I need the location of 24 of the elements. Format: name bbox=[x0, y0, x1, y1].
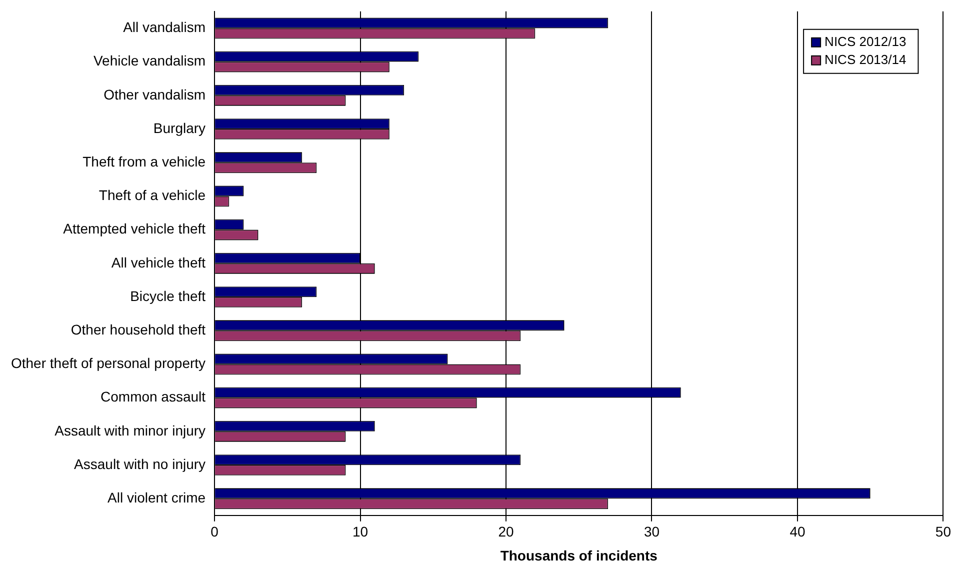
x-tick-label: 30 bbox=[644, 524, 660, 540]
y-tick-label: Other vandalism bbox=[104, 86, 206, 102]
y-tick-label: Attempted vehicle theft bbox=[63, 220, 206, 237]
legend-label: NICS 2013/14 bbox=[824, 52, 906, 67]
y-tick-label: Bicycle theft bbox=[130, 288, 206, 304]
y-tick-label: Theft of a vehicle bbox=[98, 187, 206, 204]
x-tick-label: 10 bbox=[352, 524, 368, 540]
legend-label: NICS 2012/13 bbox=[824, 34, 906, 49]
x-tick-label: 0 bbox=[210, 524, 219, 540]
y-tick-label: Other theft of personal property bbox=[10, 355, 206, 372]
y-tick-label: Assault with minor injury bbox=[54, 422, 206, 438]
y-tick-label: All vehicle theft bbox=[111, 254, 206, 270]
y-tick-label: Other household theft bbox=[70, 321, 206, 338]
x-tick-label: 50 bbox=[935, 524, 952, 540]
y-tick-label: Theft from a vehicle bbox=[82, 153, 206, 170]
y-tick-label: All violent crime bbox=[108, 489, 206, 506]
y-tick-label: Assault with no injury bbox=[74, 456, 206, 472]
y-tick-label: Vehicle vandalism bbox=[93, 52, 206, 69]
y-tick-label: Common assault bbox=[100, 388, 206, 405]
x-axis-title: Thousands of incidents bbox=[500, 547, 658, 564]
x-tick-label: 20 bbox=[498, 524, 514, 540]
x-tick-label: 40 bbox=[790, 524, 806, 540]
y-tick-label: All vandalism bbox=[123, 19, 206, 36]
y-tick-label: Burglary bbox=[153, 120, 206, 136]
